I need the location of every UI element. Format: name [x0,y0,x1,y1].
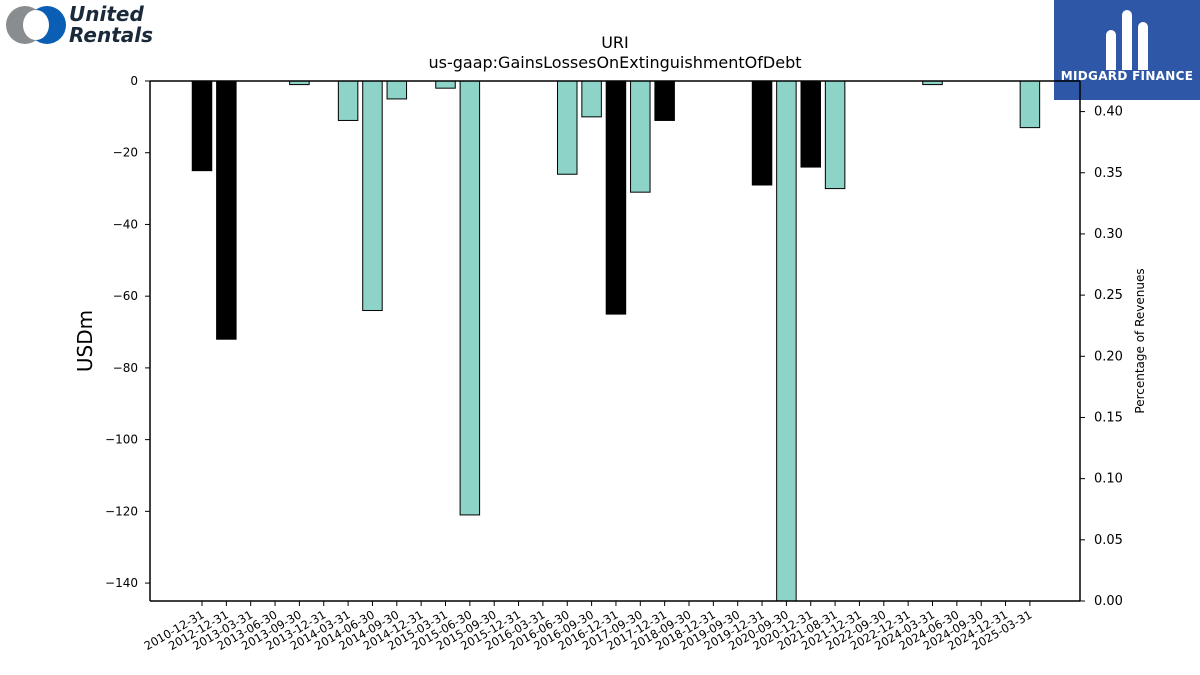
bar-1-2014-09-30 [386,80,408,100]
bars-group [191,80,1041,602]
logo-brand-text: United Rentals [69,4,153,46]
bar-1-2021-08-31 [824,80,846,190]
bar-0-2016-12-31 [605,80,627,315]
bar-1-2025-03-31 [1019,80,1041,129]
y2-tick-label: 0.10 [1094,472,1123,487]
y2-tick-label: 0.20 [1094,349,1123,364]
y-tick-label: −120 [105,504,138,518]
midgard-brand-text: MIDGARD FINANCE [1060,69,1194,83]
y2-tick-label: 0.35 [1094,166,1123,181]
y-tick-label: −100 [105,433,138,447]
y-axis-label: USDm [73,310,97,372]
y2-tick-label: 0.00 [1094,594,1123,609]
y-tick-label: −60 [113,289,138,303]
bar-1-2016-06-30 [557,80,578,175]
united-rentals-logo: United Rentals [6,4,166,50]
midgard-mark-icon [1104,10,1150,70]
y2-tick-label: 0.15 [1094,410,1123,425]
y2-tick-label: 0.05 [1094,533,1123,548]
bar-0-2012-12-31 [216,80,237,340]
y2-tick-label: 0.25 [1094,288,1123,303]
y2-axis-label: Percentage of Revenues [1133,268,1147,413]
logo-brand-line1: United [69,2,144,26]
bar-1-2020-09-30 [776,80,797,602]
y-tick-label: −80 [113,361,138,375]
bar-0-2019-12-31 [751,80,773,186]
midgard-finance-logo: MIDGARD FINANCE [1054,0,1200,100]
logo-ring-center [23,10,49,40]
bar-1-2016-09-30 [581,80,602,118]
bar-1-2017-09-30 [630,80,651,193]
bar-0-2017-12-31 [654,80,675,121]
bar-0-2020-12-31 [800,80,821,168]
chart-subtitle: us-gaap:GainsLossesOnExtinguishmentOfDeb… [428,53,801,72]
bar-1-2014-03-31 [337,80,359,121]
logo-brand-line2: Rentals [69,23,154,47]
bar-1-2015-06-30 [459,80,481,516]
bar-0-2010-12-31 [191,80,213,172]
bar-1-2014-06-30 [362,80,383,312]
y-tick-label: 0 [130,74,138,88]
bar-1-2015-03-31 [435,80,456,89]
y-tick-label: −20 [113,146,138,160]
chart-title: URI [601,33,629,52]
y2-tick-label: 0.40 [1094,105,1123,120]
y-tick-label: −140 [105,576,138,590]
y-tick-label: −40 [113,217,138,231]
y2-tick-label: 0.30 [1094,227,1123,242]
